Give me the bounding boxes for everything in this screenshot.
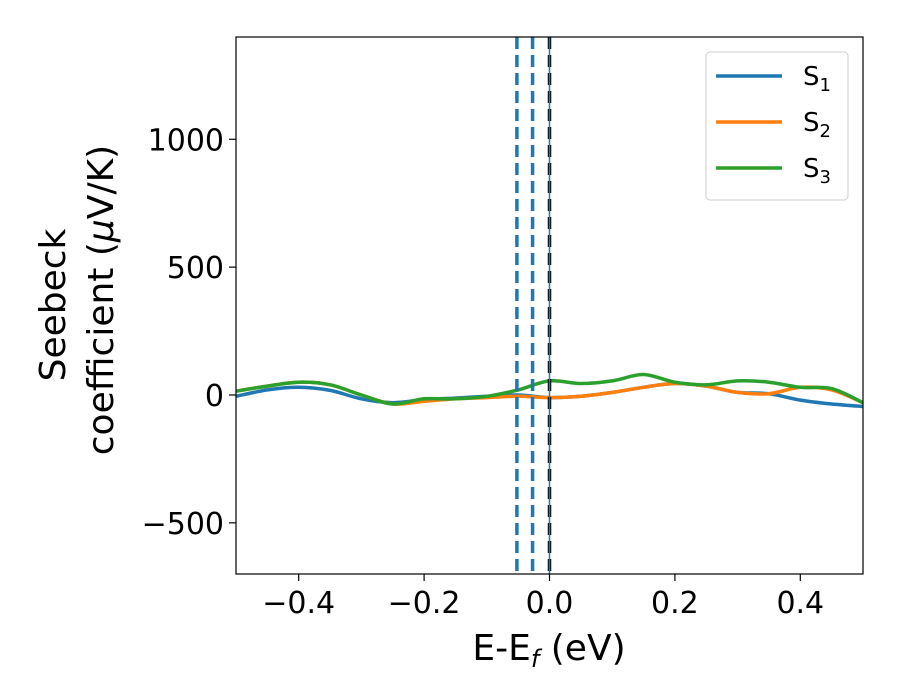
y-tick-label: 500 [167, 251, 224, 286]
legend-box [705, 51, 849, 201]
x-tick-label: −0.4 [262, 586, 335, 621]
y-tick-label: 1000 [148, 123, 224, 158]
x-tick-label: 0.0 [526, 586, 574, 621]
legend-items: S1 S2 S3 [716, 62, 831, 188]
x-axis-title: E-Ef (eV) [472, 628, 625, 673]
x-tick-label: 0.4 [776, 586, 824, 621]
y-axis-ticks: −500 0 500 1000 [142, 123, 236, 542]
y-tick-label: −500 [142, 507, 224, 542]
reference-lines [515, 37, 552, 574]
legend-label-s1: S1 [803, 62, 831, 96]
x-axis-title-unit: (eV) [539, 628, 625, 669]
x-axis-ticks: −0.4 −0.2 0.0 0.2 0.4 [262, 574, 824, 621]
y-axis-title-mu: μ [81, 219, 122, 243]
legend-label-s2: S2 [803, 108, 831, 142]
x-tick-label: −0.2 [388, 586, 461, 621]
legend-label-s3: S3 [803, 154, 831, 188]
y-axis-title-line1: Seebeck [33, 228, 74, 381]
y-tick-label: 0 [205, 379, 224, 414]
y-axis-title-line2: coefficient (μV/K) [81, 145, 122, 455]
x-tick-label: 0.2 [651, 586, 699, 621]
legend: S1 S2 S3 [705, 51, 849, 201]
